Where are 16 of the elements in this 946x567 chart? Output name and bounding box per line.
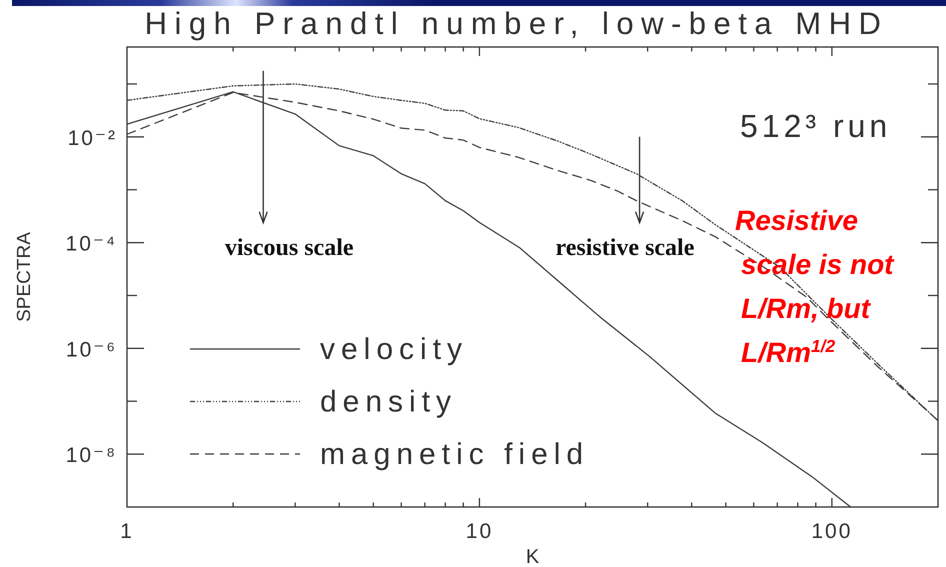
- legend-label: velocity: [320, 333, 468, 366]
- y-tick-label: 10⁻⁸: [66, 444, 117, 468]
- y-axis-title: SPECTRA: [14, 232, 35, 322]
- y-tick-label: 10⁻⁶: [66, 338, 117, 362]
- x-tick-label: 10: [466, 520, 494, 543]
- legend-label: density: [320, 386, 458, 418]
- legend-label: magnetic field: [320, 438, 590, 471]
- x-tick-label: 100: [811, 520, 852, 543]
- chart-title: High Prandtl number, low-beta MHD: [144, 6, 888, 41]
- y-tick-label: 10⁻⁴: [66, 232, 117, 256]
- annotation: resistive scale: [556, 234, 695, 261]
- annotation: viscous scale: [224, 234, 354, 261]
- x-axis-title: K: [526, 546, 540, 567]
- y-tick-label: 10⁻²: [68, 126, 117, 150]
- annotation: 512³ run: [740, 108, 892, 144]
- x-tick-label: 1: [120, 520, 134, 543]
